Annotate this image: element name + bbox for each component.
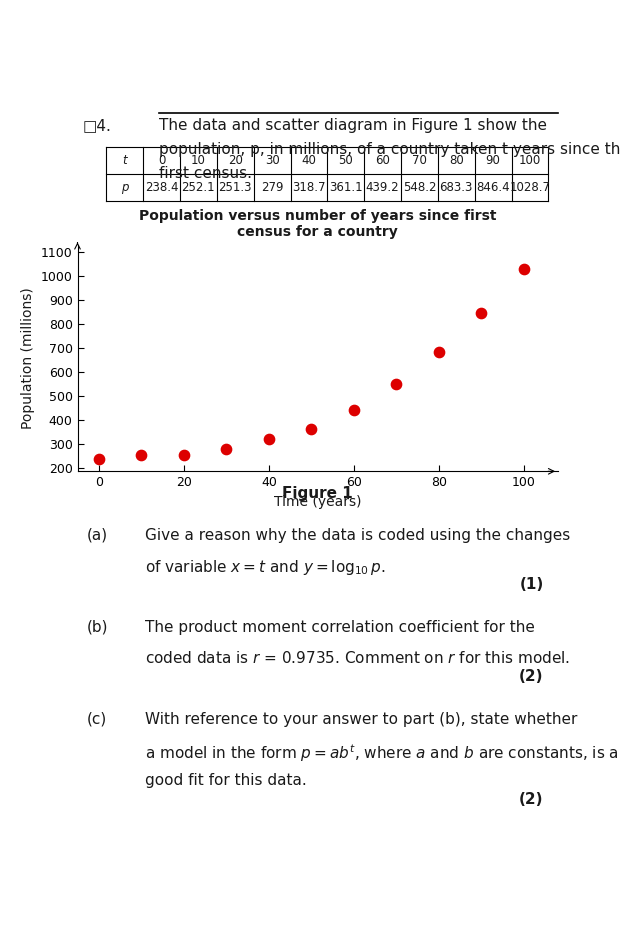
Text: (b): (b) [87, 620, 108, 635]
Point [477, 305, 487, 320]
Text: t: t [122, 154, 127, 167]
Point [349, 403, 359, 418]
Text: p: p [121, 181, 128, 194]
Text: The data and scatter diagram in Figure 1 show the: The data and scatter diagram in Figure 1… [159, 118, 547, 133]
Text: 548.2: 548.2 [403, 181, 436, 194]
Point [391, 377, 401, 392]
Text: 252.1: 252.1 [182, 181, 215, 194]
Text: a model in the form $p = ab^t$, where $a$ and $b$ are constants, is a: a model in the form $p = ab^t$, where $a… [145, 743, 619, 764]
Text: Figure 1: Figure 1 [282, 486, 353, 501]
X-axis label: Time (years): Time (years) [274, 494, 361, 508]
Text: 20: 20 [228, 154, 242, 167]
Text: 40: 40 [301, 154, 316, 167]
Text: The product moment correlation coefficient for the: The product moment correlation coefficie… [145, 620, 534, 635]
Text: (c): (c) [87, 712, 107, 727]
Point [221, 441, 231, 456]
Text: (2): (2) [519, 791, 544, 807]
Text: first census.: first census. [159, 167, 252, 182]
Text: □4.: □4. [82, 118, 111, 133]
Text: 80: 80 [449, 154, 464, 167]
Point [519, 262, 529, 277]
Title: Population versus number of years since first
census for a country: Population versus number of years since … [139, 209, 497, 239]
Text: Give a reason why the data is coded using the changes: Give a reason why the data is coded usin… [145, 528, 570, 543]
Text: 439.2: 439.2 [366, 181, 399, 194]
Point [179, 448, 188, 463]
Text: coded data is $r$ = 0.9735. Comment on $r$ for this model.: coded data is $r$ = 0.9735. Comment on $… [145, 651, 570, 667]
Point [306, 422, 316, 437]
Point [434, 344, 444, 359]
Text: 60: 60 [375, 154, 390, 167]
Text: 90: 90 [485, 154, 500, 167]
Text: 0: 0 [158, 154, 166, 167]
Text: 846.4: 846.4 [476, 181, 510, 194]
Text: 683.3: 683.3 [440, 181, 473, 194]
Text: (1): (1) [520, 577, 544, 592]
Text: 50: 50 [339, 154, 353, 167]
Text: 10: 10 [191, 154, 206, 167]
Text: of variable $x = t$ and $y = \log_{10}p$.: of variable $x = t$ and $y = \log_{10}p$… [145, 559, 386, 577]
Text: 361.1: 361.1 [329, 181, 363, 194]
Text: With reference to your answer to part (b), state whether: With reference to your answer to part (b… [145, 712, 577, 727]
Text: 251.3: 251.3 [218, 181, 252, 194]
Text: 100: 100 [519, 154, 541, 167]
Point [94, 451, 104, 466]
Text: 318.7: 318.7 [292, 181, 326, 194]
Text: good fit for this data.: good fit for this data. [145, 774, 306, 789]
Y-axis label: Population (millions): Population (millions) [21, 287, 35, 429]
Text: 30: 30 [265, 154, 280, 167]
Text: 70: 70 [412, 154, 427, 167]
Text: 279: 279 [261, 181, 283, 194]
Text: (2): (2) [519, 668, 544, 684]
Text: 1028.7: 1028.7 [510, 181, 551, 194]
Point [136, 448, 146, 463]
Text: 238.4: 238.4 [145, 181, 179, 194]
Text: (a): (a) [87, 528, 108, 543]
Text: population, p, in millions, of a country taken t years since their: population, p, in millions, of a country… [159, 142, 620, 157]
Point [264, 432, 274, 447]
